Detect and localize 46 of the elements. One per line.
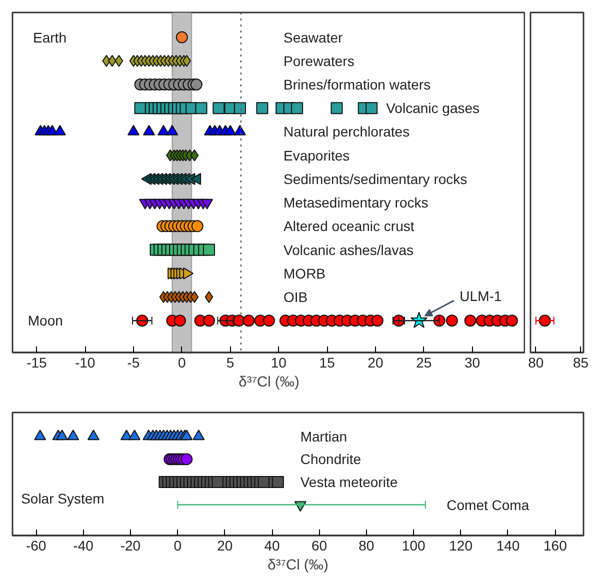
x-tick-label: 80	[528, 354, 544, 370]
x-tick-label: -5	[127, 354, 140, 370]
x-tick-label: 60	[311, 538, 328, 554]
x-tick-label: -10	[74, 354, 96, 370]
x-tick-label: 120	[449, 538, 473, 554]
category-label: Martian	[300, 428, 348, 444]
x-tick-label: -20	[120, 538, 141, 554]
x-tick-label: 0	[174, 538, 182, 554]
annotation: Earth	[33, 29, 66, 46]
x-tick-label: 140	[496, 538, 520, 554]
category-label: Evaporites	[284, 147, 350, 164]
x-tick-label: 160	[544, 538, 568, 554]
x-tick-label: 10	[270, 354, 287, 370]
x-tick-label: 20	[217, 538, 233, 554]
category-label: Porewaters	[284, 52, 354, 69]
category-label: Vesta meteorite	[300, 474, 398, 490]
x-tick-label: 40	[264, 538, 280, 554]
category-label: Brines/formation waters	[284, 76, 431, 93]
category-label: Metasedimentary rocks	[284, 194, 428, 211]
category-label: Volcanic ashes/lavas	[284, 242, 414, 258]
x-tick-label: 100	[402, 538, 426, 554]
x-tick-label: -60	[26, 538, 46, 554]
x-tick-label: 30	[464, 354, 480, 370]
x-tick-label: -40	[73, 538, 94, 554]
category-label: Chondrite	[300, 451, 362, 468]
x-tick-label: 85	[573, 354, 589, 370]
x-tick-label: -15	[26, 354, 48, 370]
category-label: MORB	[284, 265, 326, 282]
annotation: ULM-1	[460, 288, 502, 304]
category-label: Natural perchlorates	[284, 124, 410, 140]
x-tick-label: 5	[226, 354, 234, 370]
x-tick-label: 15	[319, 354, 336, 370]
category-label: Sediments/sedimentary rocks	[284, 170, 468, 187]
category-label: Altered oceanic crust	[284, 218, 414, 234]
x-tick-label: 25	[416, 354, 432, 370]
x-axis-title: δ³⁷Cl (‰)	[238, 374, 300, 390]
x-axis-title: δ³⁷Cl (‰)	[268, 558, 328, 574]
category-label: Moon	[28, 312, 63, 329]
x-tick-label: 80	[358, 538, 374, 554]
category-label: OIB	[284, 289, 308, 306]
annotation: Solar System	[21, 490, 104, 507]
x-tick-label: 20	[368, 354, 384, 370]
category-label: Seawater	[284, 29, 343, 46]
category-label: Volcanic gases	[386, 100, 480, 116]
x-tick-label: 0	[178, 354, 186, 370]
category-label: Comet Coma	[446, 496, 530, 513]
